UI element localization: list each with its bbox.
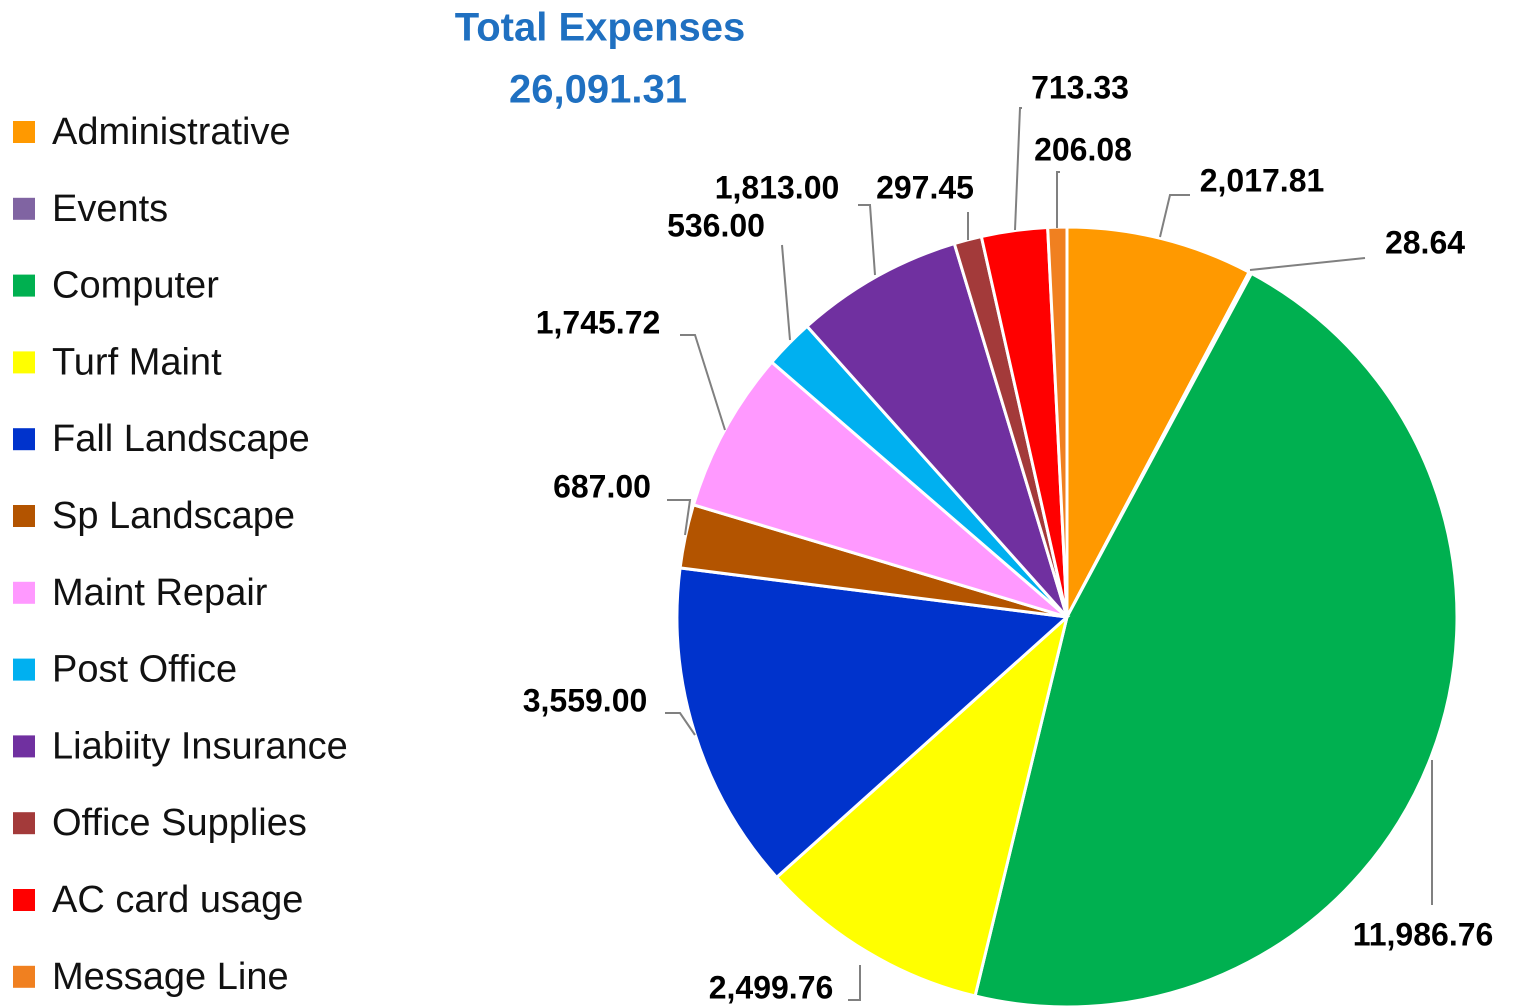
data-label: 2,499.76 xyxy=(709,969,834,1005)
legend-label: Liabiity Insurance xyxy=(52,725,348,767)
legend-label: Sp Landscape xyxy=(52,495,295,537)
leader-line xyxy=(1249,257,1366,271)
data-label: 536.00 xyxy=(667,207,765,243)
legend-label: Post Office xyxy=(52,649,237,691)
data-label: 3,559.00 xyxy=(523,682,648,718)
pie-slice xyxy=(1065,225,1252,618)
leader-line xyxy=(1159,194,1190,238)
pie-slice xyxy=(804,241,1069,618)
data-label: 1,813.00 xyxy=(715,169,840,205)
leader-line xyxy=(781,244,791,341)
legend-swatch xyxy=(13,965,35,988)
leader-line xyxy=(858,204,876,276)
chart-subtitle: 26,091.31 xyxy=(509,68,687,112)
leader-line xyxy=(848,965,861,1001)
legend-swatch xyxy=(13,351,35,374)
data-label: 687.00 xyxy=(553,468,651,504)
pie-slice xyxy=(774,612,1070,998)
leader-line xyxy=(1014,107,1022,231)
legend-swatch xyxy=(13,197,35,220)
data-label: 713.33 xyxy=(1031,69,1129,105)
legend-label: Administrative xyxy=(52,111,291,153)
legend-label: Office Supplies xyxy=(52,802,307,844)
data-label: 2,017.81 xyxy=(1200,162,1325,198)
legend-swatch xyxy=(13,121,35,143)
legend-label: Events xyxy=(52,188,168,230)
legend-label: Turf Maint xyxy=(52,341,222,383)
legend-swatch xyxy=(13,505,35,527)
data-label: 11,986.76 xyxy=(1353,916,1494,952)
legend-swatch xyxy=(13,658,35,681)
pie-slice xyxy=(973,271,1459,1007)
data-label: 1,745.72 xyxy=(536,304,661,340)
legend-swatch xyxy=(13,812,35,835)
leader-line xyxy=(1056,171,1060,228)
leader-line xyxy=(665,712,696,736)
legend-label: Fall Landscape xyxy=(52,418,310,460)
leader-line xyxy=(667,499,692,536)
legend-swatch xyxy=(13,735,35,758)
legend-label: Computer xyxy=(52,265,219,307)
legend-swatch xyxy=(13,274,35,297)
legend-swatch xyxy=(13,428,35,451)
legend-label: Message Line xyxy=(52,956,289,998)
legend-label: AC card usage xyxy=(52,879,303,921)
legend-label: Maint Repair xyxy=(52,572,268,614)
leader-line xyxy=(680,334,726,431)
data-label: 206.08 xyxy=(1034,131,1132,167)
data-label: 28.64 xyxy=(1385,224,1465,260)
data-label: 297.45 xyxy=(876,169,974,205)
chart-title: Total Expenses xyxy=(455,6,745,50)
legend-swatch xyxy=(13,889,35,911)
legend-swatch xyxy=(13,581,35,604)
